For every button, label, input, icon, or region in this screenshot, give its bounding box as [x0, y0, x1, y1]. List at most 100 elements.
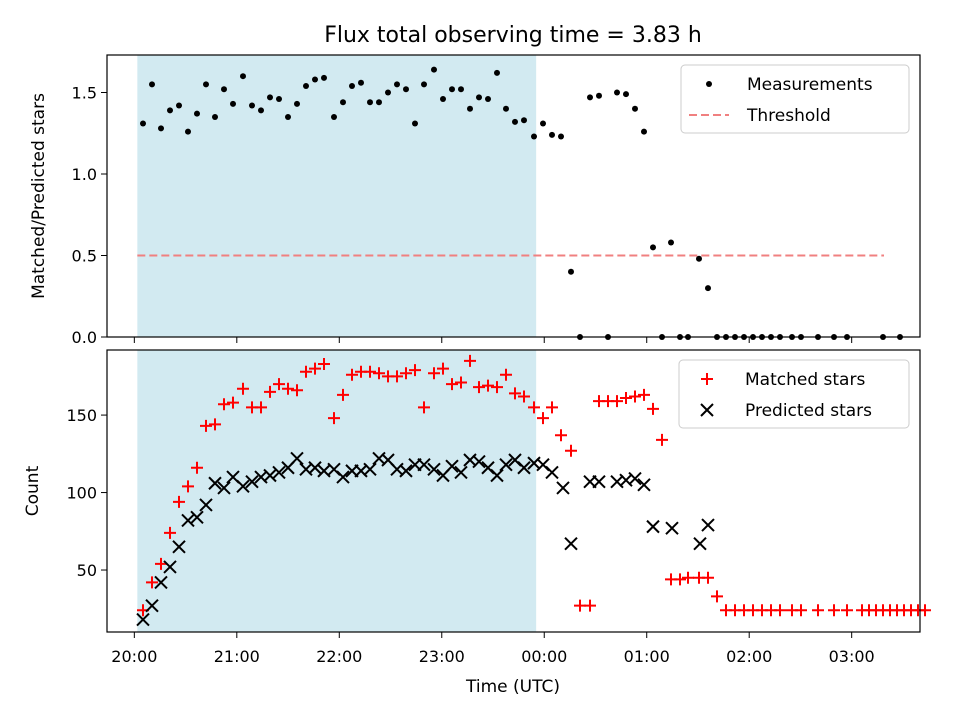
- data-point: [364, 365, 376, 378]
- data-point: [841, 604, 853, 617]
- data-point: [674, 573, 686, 586]
- y-tick-label: 1.5: [72, 83, 97, 102]
- axes-frame: [106, 54, 921, 338]
- data-point: [149, 81, 155, 88]
- data-point: [190, 510, 204, 525]
- data-point: [208, 476, 222, 490]
- data-point: [173, 495, 185, 508]
- data-point: [668, 239, 674, 246]
- data-point: [440, 96, 446, 103]
- data-point: [512, 118, 518, 125]
- data-point: [828, 604, 840, 617]
- data-point: [431, 66, 437, 73]
- data-point: [485, 96, 491, 103]
- axes-frame: [106, 349, 921, 633]
- data-point: [473, 381, 485, 394]
- data-point: [446, 378, 458, 391]
- data-point: [564, 536, 578, 551]
- x-tick-label: 01:00: [624, 647, 670, 666]
- data-point: [665, 521, 679, 535]
- y-axis-label: Matched/Predicted stars: [29, 93, 49, 299]
- data-point: [140, 120, 146, 127]
- data-point: [449, 86, 455, 93]
- data-point: [482, 379, 494, 392]
- data-point: [346, 368, 358, 381]
- data-point: [656, 433, 668, 446]
- data-point: [646, 519, 660, 534]
- x-tick-label: 00:00: [521, 647, 567, 666]
- data-point: [467, 105, 473, 112]
- data-point: [212, 113, 218, 120]
- legend-marker: [706, 81, 712, 87]
- data-point: [340, 99, 346, 106]
- data-point: [494, 69, 500, 76]
- data-point: [592, 474, 606, 489]
- data-point: [437, 362, 449, 375]
- data-point: [555, 429, 567, 442]
- data-point: [312, 76, 318, 83]
- data-point: [568, 268, 574, 275]
- data-point: [276, 96, 282, 103]
- data-point: [705, 285, 711, 292]
- data-point: [454, 465, 468, 480]
- legend-box: [680, 64, 910, 134]
- data-point: [509, 387, 521, 400]
- data-point: [584, 599, 596, 612]
- data-point: [472, 454, 486, 469]
- data-point: [209, 418, 221, 431]
- data-point: [464, 354, 476, 367]
- panel-1: 0.0 0.5 1.0 1.5 Matched/Predicted stars Measu…: [29, 54, 921, 347]
- x-tick-label: 03:00: [829, 647, 875, 666]
- data-point: [455, 376, 467, 389]
- data-point: [336, 470, 350, 484]
- data-point: [200, 419, 212, 432]
- data-point: [490, 468, 504, 483]
- data-point: [163, 560, 177, 574]
- data-point: [500, 368, 512, 381]
- legend-box: [678, 359, 910, 429]
- data-point: [249, 102, 255, 109]
- data-point: [294, 100, 300, 107]
- series-measurements: [140, 66, 903, 340]
- data-point: [263, 468, 277, 483]
- data-point: [540, 120, 546, 127]
- data-point: [403, 86, 409, 93]
- x-tick-label: 23:00: [419, 647, 465, 666]
- data-point: [400, 367, 412, 380]
- data-point: [199, 498, 213, 512]
- data-point: [236, 479, 250, 494]
- data-point: [611, 395, 623, 408]
- data-point: [623, 91, 629, 98]
- data-point: [614, 89, 620, 96]
- x-tick-label: 22:00: [316, 647, 362, 666]
- data-point: [258, 107, 264, 114]
- data-point: [146, 576, 158, 589]
- data-point: [331, 113, 337, 120]
- x-tick-label: 02:00: [726, 647, 772, 666]
- x-tick-label: 21:00: [214, 647, 260, 666]
- x-tick-label: 20:00: [111, 647, 157, 666]
- data-point: [358, 79, 364, 86]
- data-point: [145, 598, 159, 613]
- data-point: [637, 478, 651, 492]
- data-point: [641, 128, 647, 135]
- data-point: [503, 105, 509, 112]
- data-point: [650, 244, 656, 251]
- data-point: [373, 367, 385, 380]
- data-point: [394, 81, 400, 88]
- data-point: [221, 86, 227, 93]
- data-point: [620, 392, 632, 405]
- data-point: [309, 362, 321, 375]
- data-point: [518, 390, 530, 403]
- data-point: [285, 113, 291, 120]
- data-point: [367, 99, 373, 106]
- data-point: [647, 402, 659, 415]
- data-point: [321, 74, 327, 81]
- data-point: [164, 526, 176, 539]
- data-point: [549, 131, 555, 138]
- legend-label: Matched stars: [745, 370, 865, 390]
- data-point: [696, 255, 702, 262]
- data-point: [182, 480, 194, 493]
- data-point: [546, 401, 558, 414]
- data-point: [337, 388, 349, 401]
